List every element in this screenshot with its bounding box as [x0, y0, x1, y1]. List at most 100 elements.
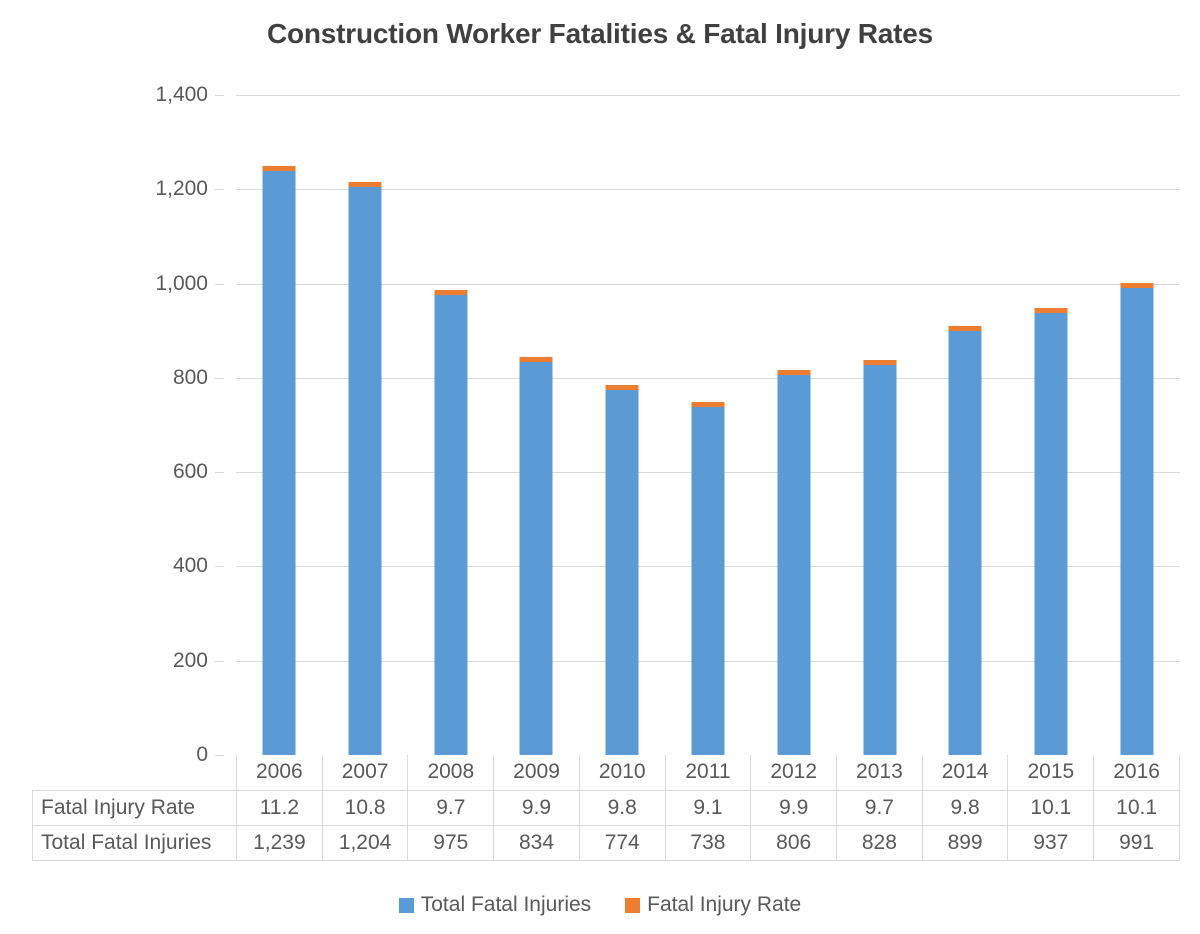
bar-slot	[751, 95, 837, 755]
bar-segment-fatal-injury-rate[interactable]	[863, 359, 897, 365]
y-axis: 1,400 1,200 1,000 800 600 400 200 0	[0, 83, 224, 766]
table-row-label: Total Fatal Injuries	[32, 824, 237, 861]
bar-segment-fatal-injury-rate[interactable]	[1034, 308, 1068, 314]
bar-segment-fatal-injury-rate[interactable]	[519, 356, 553, 362]
gridline	[236, 377, 1180, 379]
bar-slot	[837, 95, 923, 755]
bar-segment-total-fatal-injuries[interactable]	[948, 331, 982, 755]
bar-slot	[665, 95, 751, 755]
table-cell-value: 937	[1007, 824, 1095, 861]
bar-stack[interactable]	[691, 402, 725, 755]
bar-segment-total-fatal-injuries[interactable]	[863, 364, 897, 755]
table-cell-value: 9.7	[407, 789, 495, 826]
y-axis-tick-label: 1,400	[155, 83, 208, 106]
table-header-cell-year: 2015	[1007, 755, 1095, 791]
bar-segment-fatal-injury-rate[interactable]	[777, 370, 811, 376]
legend-label: Total Fatal Injuries	[420, 893, 592, 916]
table-corner-cell	[33, 755, 237, 790]
table-cell-value: 9.7	[836, 789, 923, 826]
table-cell-value: 834	[493, 824, 580, 861]
bar-stack[interactable]	[348, 182, 382, 755]
bar-slot	[236, 95, 322, 755]
table-cell-value: 11.2	[236, 789, 323, 826]
bar-segment-total-fatal-injuries[interactable]	[1034, 313, 1068, 755]
bar-segment-fatal-injury-rate[interactable]	[262, 165, 296, 171]
table-cell-value: 9.8	[578, 789, 666, 826]
bar-segment-total-fatal-injuries[interactable]	[605, 390, 639, 755]
y-axis-tick-mark	[215, 189, 224, 191]
y-axis-tick-label: 400	[172, 554, 208, 578]
gridline	[236, 95, 1180, 96]
legend-swatch-icon	[625, 897, 641, 913]
table-row-header: 2006 2007 2008 2009 2010 2011 2012 2013 2014 2015…	[33, 755, 1180, 791]
bar-slot	[1094, 95, 1180, 755]
table-cell-value: 899	[921, 824, 1009, 861]
data-table-body: 2006 2007 2008 2009 2010 2011 2012 2013 2014 2015…	[32, 755, 1180, 861]
bar-segment-fatal-injury-rate[interactable]	[1120, 282, 1154, 288]
bar-slot	[408, 95, 494, 755]
bar-segment-total-fatal-injuries[interactable]	[519, 361, 553, 755]
bar-stack[interactable]	[605, 385, 639, 755]
table-cell-value: 975	[407, 824, 495, 861]
table-cell-value: 9.1	[664, 789, 752, 826]
bar-slot	[493, 95, 579, 755]
y-axis-tick-mark	[215, 566, 224, 568]
bar-slot	[923, 95, 1009, 755]
bar-stack[interactable]	[434, 290, 468, 755]
bar-stack[interactable]	[948, 326, 982, 755]
bar-stack[interactable]	[519, 356, 553, 755]
y-axis-tick-mark	[215, 377, 224, 379]
table-row: Fatal Injury Rate 11.2 10.8 9.7 9.9 9.8 9.1 9.9…	[32, 789, 1180, 826]
table-cell-value: 10.1	[1007, 789, 1095, 826]
bar-stack[interactable]	[1120, 282, 1154, 755]
bar-segment-fatal-injury-rate[interactable]	[948, 326, 982, 332]
table-cell-value: 9.8	[921, 789, 1009, 826]
table-cell-value: 738	[664, 824, 752, 861]
bar-stack[interactable]	[1034, 308, 1068, 755]
bar-segment-total-fatal-injuries[interactable]	[348, 187, 382, 755]
bar-series-group	[236, 95, 1180, 755]
bar-segment-fatal-injury-rate[interactable]	[434, 290, 468, 296]
bar-stack[interactable]	[262, 165, 296, 755]
bar-segment-fatal-injury-rate[interactable]	[691, 402, 725, 408]
bar-segment-fatal-injury-rate[interactable]	[605, 385, 639, 391]
gridline	[236, 189, 1180, 191]
bar-segment-total-fatal-injuries[interactable]	[1120, 287, 1154, 755]
bar-stack[interactable]	[777, 370, 811, 755]
table-header-cell-year: 2011	[664, 755, 752, 791]
y-axis-tick-label: 200	[172, 648, 208, 672]
table-header-cell-year: 2006	[236, 755, 323, 791]
table-header-cell-year: 2012	[750, 755, 838, 791]
y-axis-tick-mark	[215, 755, 224, 756]
y-axis-tick-mark	[215, 660, 224, 662]
y-axis-tick-label: 600	[172, 460, 208, 484]
chart-title: Construction Worker Fatalities & Fatal I…	[266, 18, 934, 49]
y-axis-tick-label: 1,200	[155, 177, 208, 201]
bar-segment-total-fatal-injuries[interactable]	[262, 170, 296, 755]
bar-slot	[1008, 95, 1094, 755]
bar-segment-fatal-injury-rate[interactable]	[348, 182, 382, 188]
table-cell-value: 9.9	[493, 789, 580, 826]
y-axis-tick-label: 0	[196, 743, 208, 766]
table-row: Total Fatal Injuries 1,239 1,204 975 834 774 7…	[32, 824, 1180, 861]
legend-item[interactable]: Total Fatal Injuries	[398, 893, 592, 917]
bar-segment-total-fatal-injuries[interactable]	[434, 295, 468, 755]
table-header-cell-year: 2014	[921, 755, 1009, 791]
bar-segment-total-fatal-injuries[interactable]	[691, 407, 725, 755]
legend-item[interactable]: Fatal Injury Rate	[625, 893, 801, 917]
table-header-cell-year: 2013	[836, 755, 923, 791]
table-row-label: Fatal Injury Rate	[32, 789, 237, 826]
table-cell-value: 991	[1093, 824, 1180, 861]
chart-legend: Total Fatal Injuries Fatal Injury Rate	[0, 893, 1200, 917]
data-table: 2006 2007 2008 2009 2010 2011 2012 2013 2014 2015…	[32, 755, 1180, 861]
table-header-cell-year: 2008	[407, 755, 495, 791]
table-header-cell-year: 2016	[1093, 755, 1180, 791]
bar-stack[interactable]	[863, 359, 897, 755]
table-cell-value: 1,239	[236, 824, 323, 861]
y-axis-tick-mark	[215, 95, 224, 96]
table-header-cell-year: 2010	[578, 755, 666, 791]
bar-slot	[579, 95, 665, 755]
bar-segment-total-fatal-injuries[interactable]	[777, 375, 811, 755]
gridline	[236, 283, 1180, 285]
